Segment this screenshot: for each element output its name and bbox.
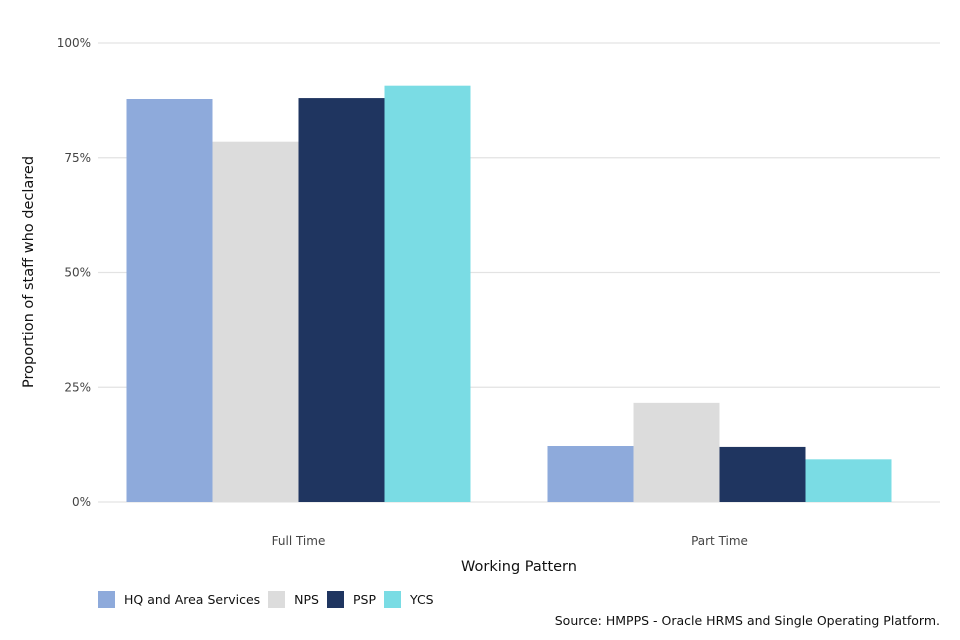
x-axis-categories: Full Time Part Time — [272, 534, 748, 548]
bars — [126, 85, 892, 503]
legend-item: NPS — [268, 591, 319, 608]
bar — [805, 459, 892, 502]
bar — [547, 446, 634, 502]
y-tick-label: 75% — [64, 151, 91, 165]
legend-item: YCS — [384, 591, 434, 608]
y-tick-label: 0% — [72, 495, 91, 509]
x-tick-label: Part Time — [691, 534, 748, 548]
legend-item: HQ and Area Services — [98, 591, 260, 608]
legend-swatch — [98, 591, 115, 608]
source-note: Source: HMPPS - Oracle HRMS and Single O… — [554, 613, 940, 628]
bar — [719, 446, 806, 502]
y-tick-label: 100% — [57, 36, 91, 50]
bar — [126, 98, 213, 503]
legend: HQ and Area Services NPS PSP YCS — [98, 591, 442, 608]
legend-swatch — [268, 591, 286, 608]
legend-swatch — [326, 591, 344, 608]
y-axis-title: Proportion of staff who declared — [21, 156, 37, 388]
bar — [384, 85, 471, 502]
bar — [212, 141, 299, 502]
legend-label: NPS — [294, 592, 319, 607]
x-tick-label: Full Time — [272, 534, 326, 548]
y-tick-label: 50% — [64, 266, 91, 280]
y-axis-ticks: 0% 25% 50% 75% 100% — [57, 36, 91, 509]
legend-label: PSP — [352, 592, 376, 607]
legend-label: HQ and Area Services — [124, 592, 261, 607]
legend-item: PSP — [326, 591, 376, 608]
legend-label: YCS — [410, 592, 434, 607]
legend-swatch — [384, 591, 401, 608]
bar — [298, 98, 385, 502]
x-axis-title: Working Pattern — [461, 559, 577, 575]
y-tick-label: 25% — [64, 380, 91, 394]
bar — [633, 402, 720, 502]
